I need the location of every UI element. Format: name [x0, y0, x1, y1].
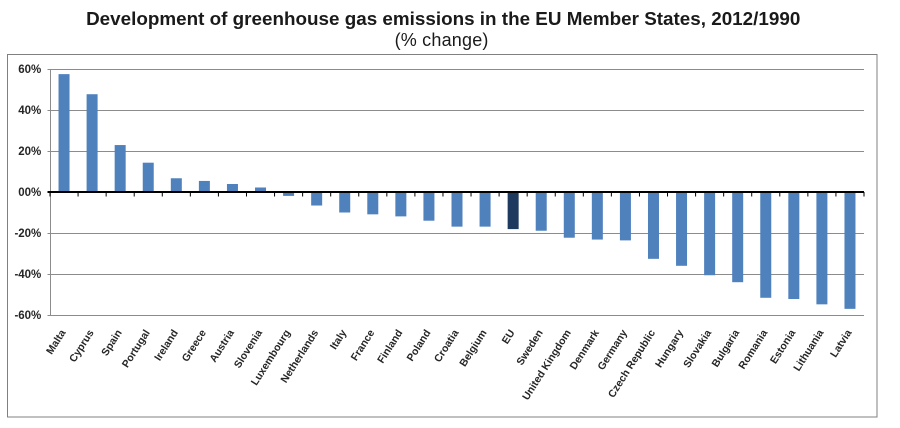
- svg-text:40%: 40%: [18, 105, 41, 117]
- svg-text:(% change): (% change): [395, 30, 489, 50]
- svg-text:-60%: -60%: [14, 310, 41, 322]
- svg-text:60%: 60%: [18, 64, 41, 76]
- svg-text:Development of greenhouse gas: Development of greenhouse gas emissions …: [86, 8, 800, 29]
- svg-text:00%: 00%: [18, 187, 41, 199]
- svg-text:20%: 20%: [18, 146, 41, 158]
- svg-text:-20%: -20%: [14, 228, 41, 240]
- svg-text:-40%: -40%: [14, 269, 41, 281]
